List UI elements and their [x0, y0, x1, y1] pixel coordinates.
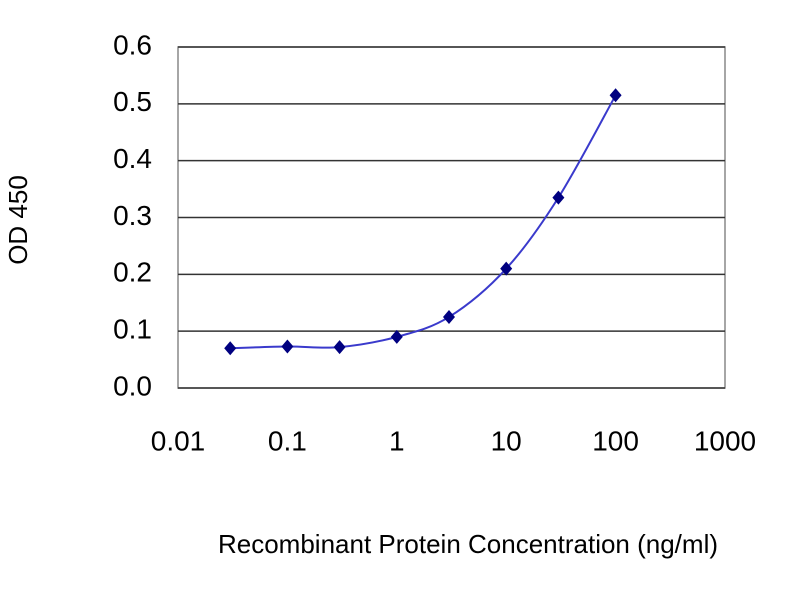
x-tick-label: 1: [389, 425, 405, 456]
data-point: [552, 190, 565, 205]
y-axis-label: OD 450: [3, 175, 33, 265]
x-axis-label: Recombinant Protein Concentration (ng/ml…: [218, 529, 718, 559]
data-point: [390, 329, 403, 344]
y-tick-label: 0.6: [113, 29, 152, 60]
x-tick-label: 100: [592, 425, 639, 456]
data-point: [333, 340, 346, 355]
y-tick-label: 0.0: [113, 370, 152, 401]
y-tick-label: 0.2: [113, 257, 152, 288]
x-tick-label: 1000: [694, 425, 756, 456]
data-point: [609, 88, 622, 103]
y-tick-label: 0.1: [113, 314, 152, 345]
y-tick-label: 0.4: [113, 143, 152, 174]
y-tick-label: 0.3: [113, 200, 152, 231]
data-point: [224, 341, 237, 356]
data-point: [442, 309, 455, 324]
y-tick-label: 0.5: [113, 86, 152, 117]
x-tick-label: 10: [491, 425, 522, 456]
data-point: [281, 339, 294, 354]
x-tick-label: 0.01: [151, 425, 206, 456]
x-tick-label: 0.1: [268, 425, 307, 456]
data-point: [500, 261, 513, 276]
